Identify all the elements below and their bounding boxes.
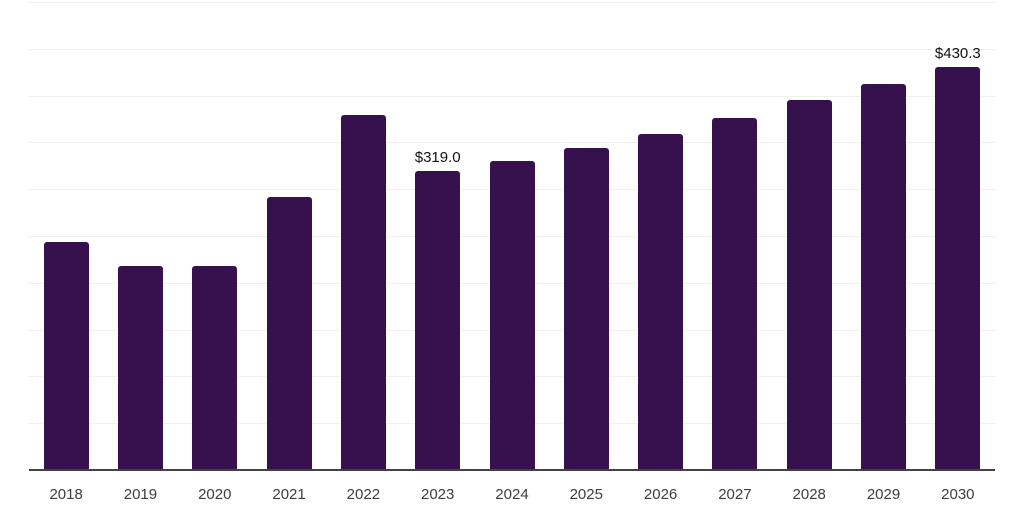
- x-axis-label-2027: 2027: [718, 486, 752, 503]
- bar-2025[interactable]: [563, 148, 609, 470]
- bar-2027[interactable]: [712, 117, 758, 470]
- x-axis-baseline: [29, 469, 995, 471]
- gridline-500: [29, 2, 995, 3]
- bar-value-label-2023: $319.0: [414, 149, 461, 167]
- x-axis-label-2025: 2025: [569, 486, 603, 503]
- x-axis-label-2018: 2018: [49, 486, 83, 503]
- bar-2021[interactable]: [266, 196, 312, 470]
- bar-2030[interactable]: [935, 67, 981, 470]
- x-axis-label-2030: 2030: [941, 486, 975, 503]
- gridline-350: [29, 142, 995, 144]
- x-axis-label-2019: 2019: [123, 486, 158, 503]
- bar-2019[interactable]: [117, 266, 163, 470]
- bar-2024[interactable]: [489, 160, 535, 470]
- plot-area: $319.0 $430.3: [29, 2, 995, 470]
- x-axis-label-2029: 2029: [866, 486, 901, 503]
- bar-2028[interactable]: [786, 99, 832, 470]
- bar-2018[interactable]: [43, 242, 89, 470]
- bar-2022[interactable]: [340, 115, 386, 470]
- bar-2026[interactable]: [638, 134, 684, 470]
- bar-2023[interactable]: [415, 171, 461, 470]
- x-axis-label-2028: 2028: [792, 486, 826, 503]
- x-axis-label-2024: 2024: [495, 486, 529, 503]
- x-axis-label-2022: 2022: [346, 486, 381, 503]
- gridline-400: [29, 95, 995, 97]
- x-axis-tick-labels: 2018 2019 2020 2021 2022 2023 2024 2025 2026 2027…: [29, 485, 995, 505]
- bar-2020[interactable]: [192, 265, 238, 470]
- bar-value-label-2030: $430.3: [934, 45, 981, 63]
- gridline-450: [29, 48, 995, 50]
- x-axis-label-2026: 2026: [643, 486, 678, 503]
- x-axis-label-2023: 2023: [420, 486, 455, 503]
- bar-2029[interactable]: [861, 84, 907, 470]
- x-axis-label-2020: 2020: [198, 486, 232, 503]
- x-axis-label-2021: 2021: [272, 486, 306, 503]
